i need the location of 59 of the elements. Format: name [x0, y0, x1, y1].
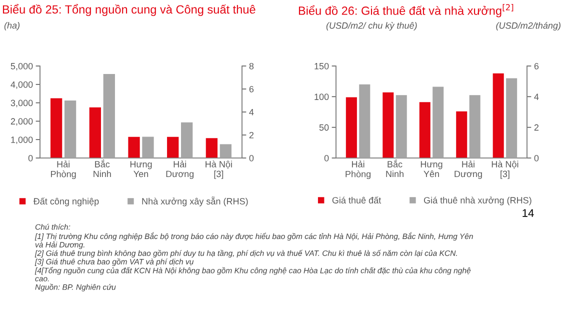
y-tick-label: 2,000 [10, 118, 33, 126]
y2-tick-label: 6 [534, 62, 539, 70]
x-tick-label: Hải Dương [166, 160, 194, 179]
bar [492, 73, 504, 158]
y2-tick-label: 0 [249, 154, 254, 162]
y-tick-label: 0 [324, 154, 329, 162]
bar [50, 98, 62, 158]
chart-title: Biểu đồ 26: Giá thuê đất và nhà xưởng$^{[2]}$ [298, 4, 514, 18]
bar [359, 84, 370, 158]
y2-tick-label: 2 [249, 132, 254, 138]
bar [469, 95, 480, 158]
y2-tick-label: 4 [534, 94, 539, 100]
bar [103, 74, 115, 158]
legend-label: Giá thuê nhà xưởng (RHS) [424, 196, 532, 206]
y2-tick-label: 8 [249, 62, 254, 70]
bar [382, 92, 394, 158]
y-tick-label: 100 [314, 94, 329, 100]
bar [432, 86, 444, 158]
y-tick-label: 0 [28, 154, 33, 162]
y-tick-label: 3,000 [10, 100, 33, 108]
chart-title: Biểu đồ 25: Tổng nguồn cung và Công suất thuê [2, 4, 256, 16]
bar [181, 122, 193, 158]
x-tick-label: Hà Nội [3] [492, 160, 518, 179]
bar [128, 136, 140, 158]
y-tick-label: 4,000 [10, 81, 33, 89]
y-tick-label: 150 [314, 62, 329, 70]
y-axis-title: (ha) [4, 22, 20, 30]
y2-tick-label: 4 [249, 109, 254, 116]
y-tick-label: 1,000 [11, 136, 33, 144]
bar [456, 111, 468, 158]
x-tick-label: Bắc Ninh [386, 159, 404, 178]
y2-axis-title: (USD/m2/tháng) [496, 22, 560, 31]
bar [346, 97, 357, 158]
x-tick-label: Hưng Yen [130, 161, 152, 178]
bar [142, 136, 154, 158]
x-tick-label: Hà Nội [3] [206, 160, 232, 179]
y2-tick-label: 2 [534, 124, 539, 131]
x-tick-label: Bắc Ninh [94, 159, 111, 178]
y2-tick-label: 0 [534, 154, 539, 162]
text: 14 [522, 209, 534, 217]
bar [506, 78, 518, 158]
legend-label: Nhà xưởng xây sẵn (RHS) [142, 196, 248, 206]
y-axis-title: (USD/m2/ chu kỳ thuê) [326, 22, 417, 31]
bar [64, 100, 76, 158]
x-tick-label: Hải Dương [454, 160, 482, 179]
bar [419, 102, 430, 158]
bar [396, 95, 407, 158]
bar [220, 144, 232, 158]
legend-label: Đất công nghiệp [33, 197, 99, 206]
y-tick-label: 50 [319, 124, 329, 131]
bar [206, 138, 218, 158]
bar [89, 107, 101, 158]
x-tick-label: Hải Phòng [50, 160, 76, 180]
x-tick-label: Hải Phòng [346, 160, 371, 180]
y-tick-label: 5,000 [10, 62, 33, 70]
y2-tick-label: 6 [249, 86, 254, 92]
legend-label: Giá thuê đất [332, 196, 382, 204]
bar [167, 136, 179, 158]
x-tick-label: Hưng Yên [420, 161, 442, 178]
